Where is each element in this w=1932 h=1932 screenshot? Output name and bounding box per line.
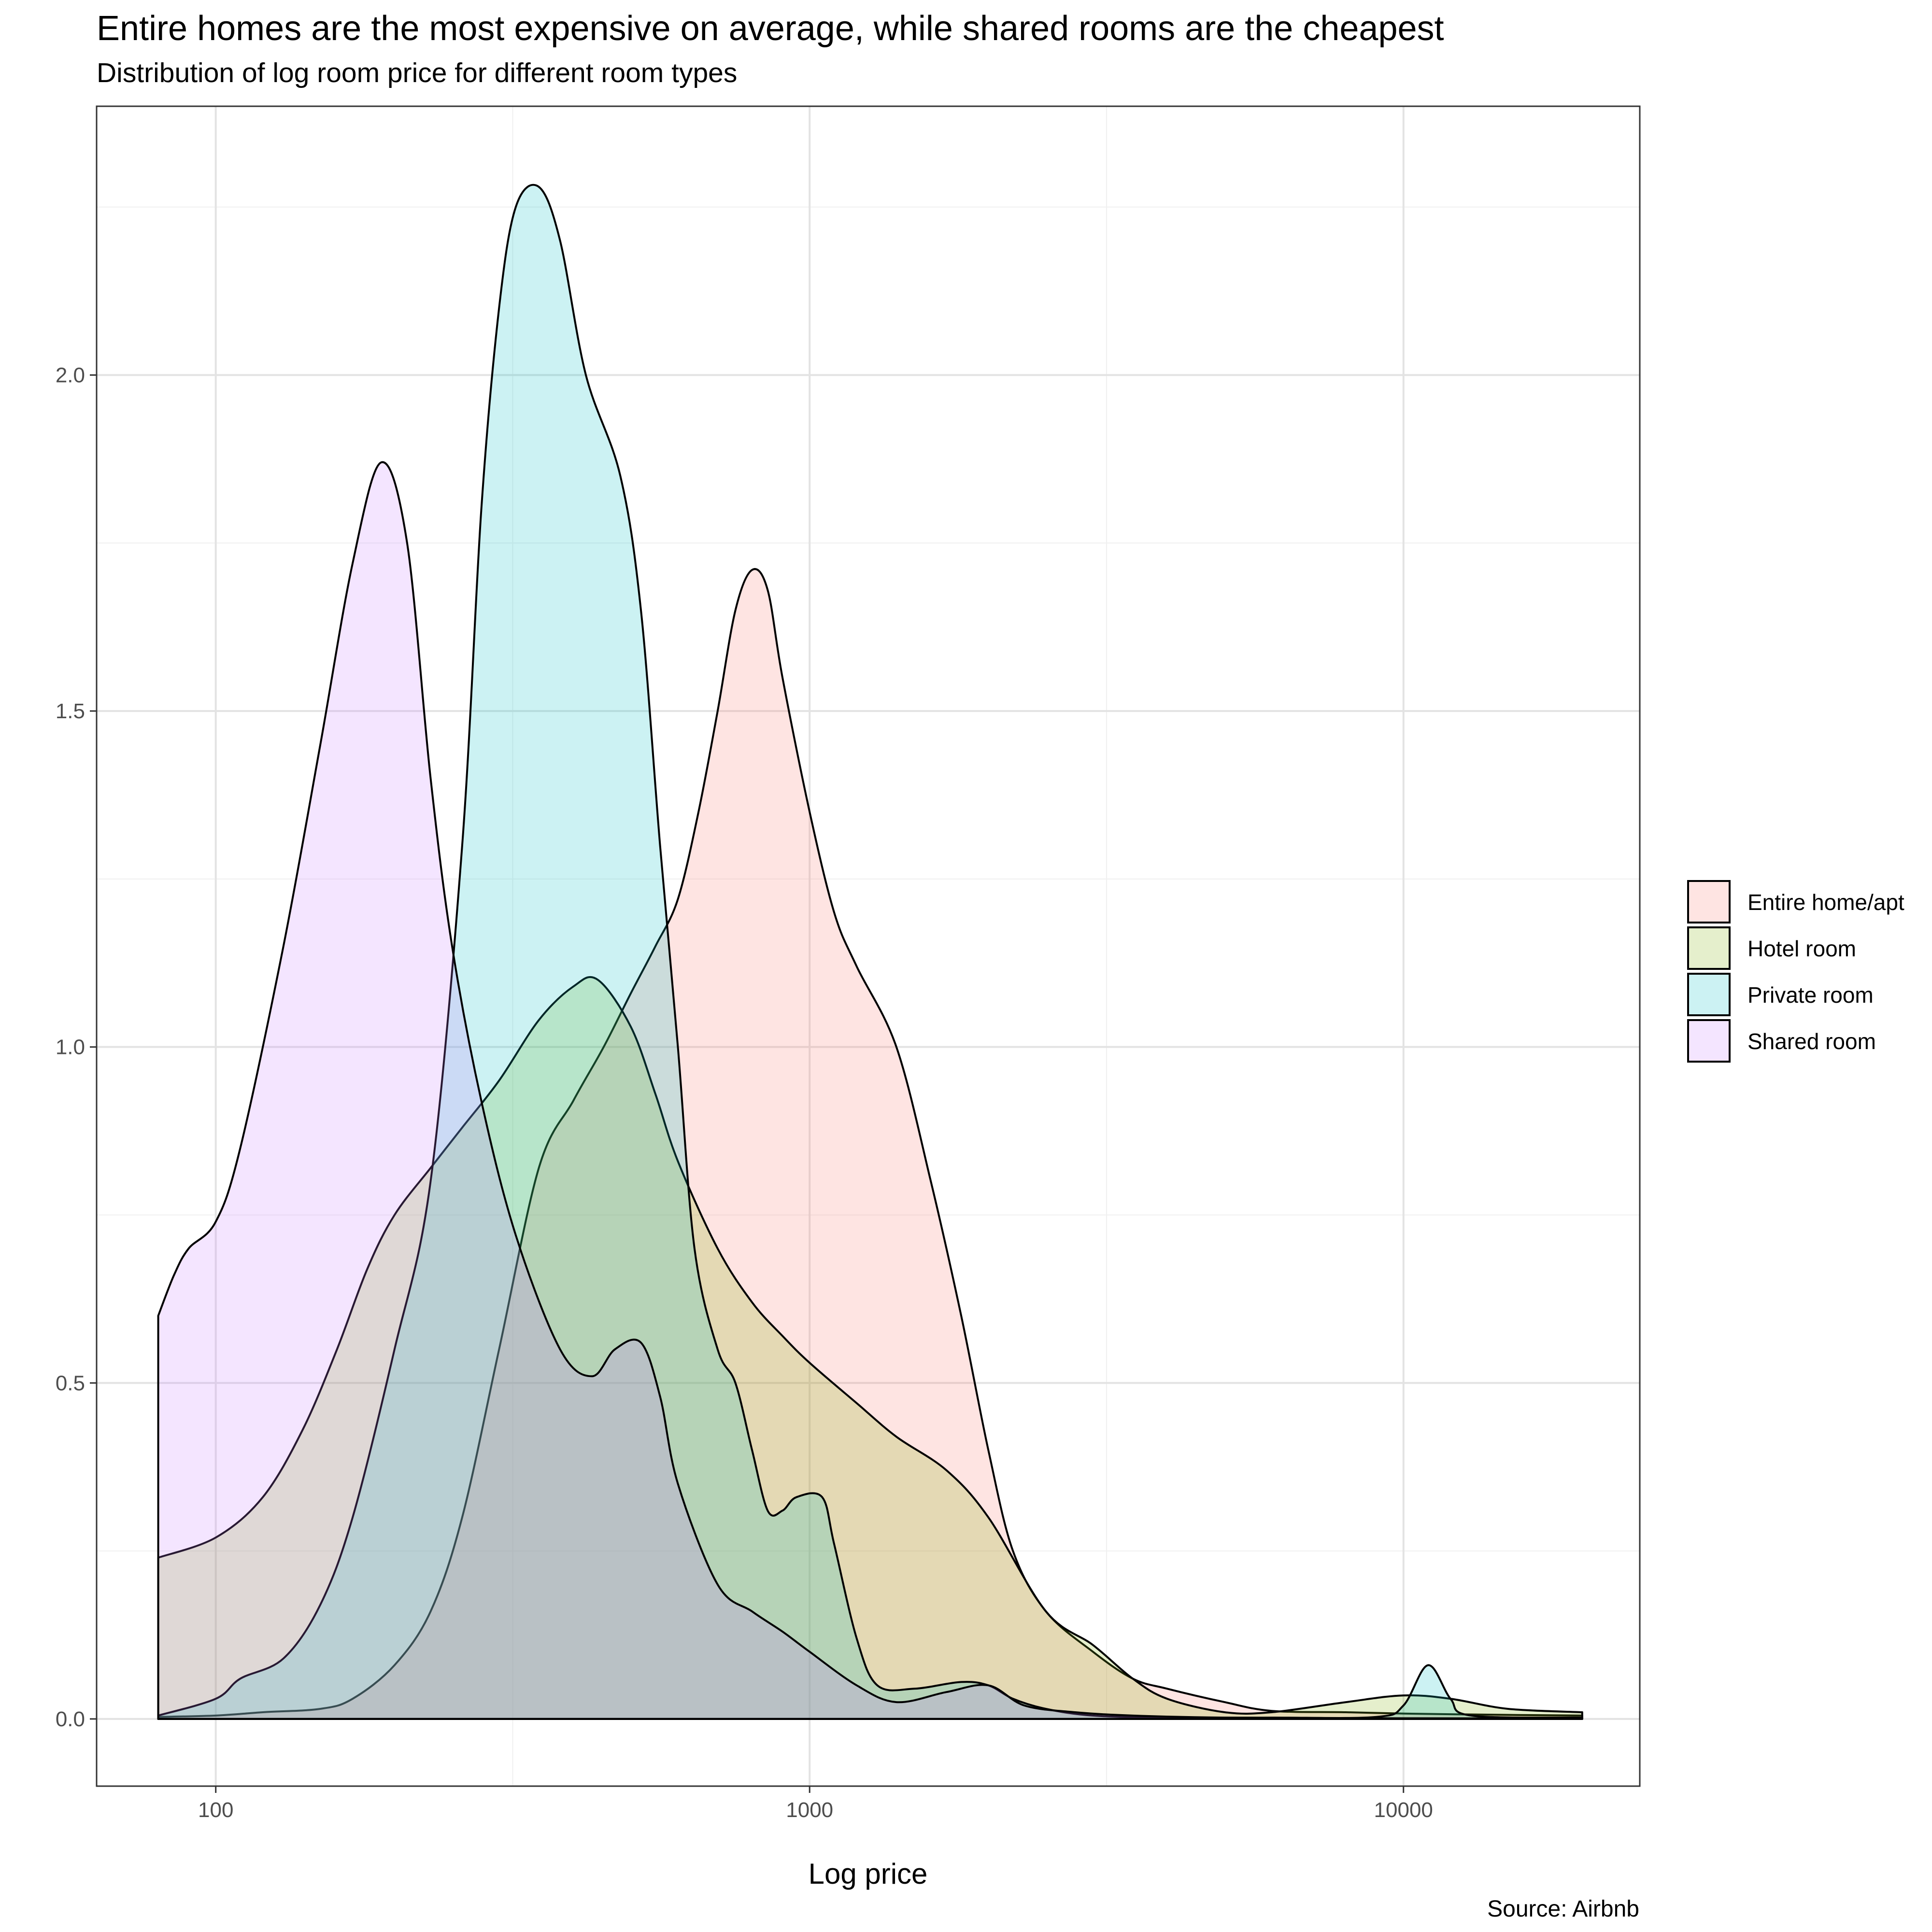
x-tick-label: 1000 xyxy=(786,1798,833,1822)
legend: Entire home/apt Hotel room Private room Sha… xyxy=(1687,880,1904,1063)
chart-title: Entire homes are the most expensive on a… xyxy=(97,9,1444,48)
x-axis: 100 1000 10000 xyxy=(198,1786,1433,1822)
legend-key-bg-shared-room xyxy=(1687,1019,1731,1063)
legend-label-hotel-room: Hotel room xyxy=(1747,936,1856,961)
legend-label-shared-room: Shared room xyxy=(1747,1029,1876,1054)
density-area-entire-home-apt xyxy=(157,568,1583,1720)
grid-minor xyxy=(97,106,1640,1786)
y-tick-label: 0.5 xyxy=(56,1371,85,1395)
legend-label-private-room: Private room xyxy=(1747,982,1874,1008)
y-tick-label: 1.0 xyxy=(56,1036,85,1059)
density-area-hotel-room xyxy=(157,976,1583,1720)
y-tick-label: 0.0 xyxy=(56,1707,85,1731)
y-tick-label: 1.5 xyxy=(56,699,85,723)
legend-swatch-hotel-room xyxy=(1687,926,1731,970)
density-area-private-room xyxy=(157,184,1583,1720)
chart-subtitle: Distribution of log room price for diffe… xyxy=(97,57,738,88)
x-tick-label: 100 xyxy=(198,1798,233,1822)
plot-panel-border xyxy=(96,105,1641,1787)
x-axis-title: Log price xyxy=(809,1858,928,1890)
x-tick-label: 10000 xyxy=(1374,1798,1433,1822)
legend-swatch-private-room xyxy=(1687,973,1731,1016)
legend-swatch-entire-home-apt xyxy=(1687,880,1731,923)
legend-key-bg-hotel-room xyxy=(1687,926,1731,970)
legend-label-entire-home-apt: Entire home/apt xyxy=(1747,890,1904,915)
legend-swatch-shared-room xyxy=(1687,1019,1731,1063)
legend-key-bg-private-room xyxy=(1687,973,1731,1016)
y-axis: 0.0 0.5 1.0 1.5 2.0 xyxy=(56,363,97,1731)
y-tick-label: 2.0 xyxy=(56,363,85,387)
density-area-shared-room xyxy=(157,461,1583,1720)
legend-key-bg-entire-home-apt xyxy=(1687,880,1731,923)
plot-panel-background xyxy=(97,106,1640,1786)
density-areas xyxy=(157,184,1583,1720)
chart-caption: Source: Airbnb xyxy=(1487,1896,1639,1922)
